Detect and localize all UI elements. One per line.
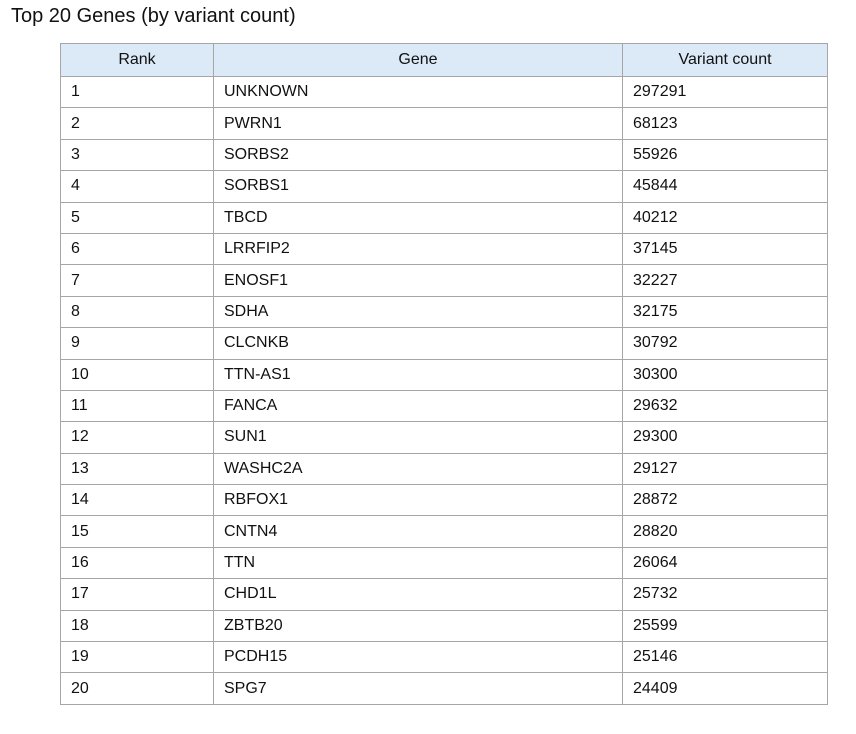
rank-cell: 1 <box>60 75 214 109</box>
column-header-gene: Gene <box>213 43 623 77</box>
table-row: 20 SPG7 24409 <box>60 672 828 705</box>
rank-cell: 7 <box>60 264 214 297</box>
table-row: 5 TBCD 40212 <box>60 201 828 234</box>
table-row: 2 PWRN1 68123 <box>60 107 828 140</box>
gene-cell: FANCA <box>213 389 623 423</box>
table-body: 1 UNKNOWN 297291 2 PWRN1 68123 3 SORBS2 55926 4 SO… <box>60 75 828 705</box>
gene-cell: SORBS1 <box>213 170 623 203</box>
table-row: 14 RBFOX1 28872 <box>60 484 828 517</box>
rank-cell: 11 <box>60 389 214 423</box>
gene-cell: SUN1 <box>213 421 623 454</box>
gene-cell: UNKNOWN <box>213 75 623 109</box>
gene-cell: CLCNKB <box>213 327 623 360</box>
table-row: 17 CHD1L 25732 <box>60 578 828 611</box>
gene-cell: PWRN1 <box>213 107 623 140</box>
variant-count-cell: 40212 <box>622 201 828 234</box>
header-row: Rank Gene Variant count <box>60 43 828 77</box>
gene-cell: SORBS2 <box>213 138 623 172</box>
variant-count-cell: 32175 <box>622 295 828 329</box>
table-row: 7 ENOSF1 32227 <box>60 264 828 297</box>
variant-count-cell: 29300 <box>622 421 828 454</box>
rank-cell: 19 <box>60 641 214 674</box>
variant-count-cell: 55926 <box>622 138 828 172</box>
gene-cell: LRRFIP2 <box>213 232 623 266</box>
table-row: 13 WASHC2A 29127 <box>60 452 828 486</box>
gene-cell: ZBTB20 <box>213 609 623 643</box>
variant-count-cell: 24409 <box>622 672 828 705</box>
rank-cell: 9 <box>60 327 214 360</box>
gene-cell: CNTN4 <box>213 515 623 548</box>
gene-cell: CHD1L <box>213 578 623 611</box>
rank-cell: 20 <box>60 672 214 705</box>
variant-count-cell: 68123 <box>622 107 828 140</box>
rank-cell: 3 <box>60 138 214 172</box>
rank-cell: 10 <box>60 358 214 391</box>
rank-cell: 14 <box>60 484 214 517</box>
gene-cell: SDHA <box>213 295 623 329</box>
variant-count-cell: 25732 <box>622 578 828 611</box>
table-row: 6 LRRFIP2 37145 <box>60 232 828 266</box>
rank-cell: 16 <box>60 546 214 580</box>
table-row: 9 CLCNKB 30792 <box>60 327 828 360</box>
rank-cell: 17 <box>60 578 214 611</box>
rank-cell: 8 <box>60 295 214 329</box>
variant-count-cell: 25599 <box>622 609 828 643</box>
variant-count-cell: 30300 <box>622 358 828 391</box>
gene-cell: SPG7 <box>213 672 623 705</box>
column-header-variant-count: Variant count <box>622 43 828 77</box>
table-title: Top 20 Genes (by variant count) <box>11 5 296 27</box>
table-row: 15 CNTN4 28820 <box>60 515 828 548</box>
variant-count-cell: 25146 <box>622 641 828 674</box>
table-row: 12 SUN1 29300 <box>60 421 828 454</box>
rank-cell: 12 <box>60 421 214 454</box>
column-header-rank: Rank <box>60 43 214 77</box>
variant-count-cell: 45844 <box>622 170 828 203</box>
rank-cell: 13 <box>60 452 214 486</box>
variant-count-cell: 30792 <box>622 327 828 360</box>
rank-cell: 15 <box>60 515 214 548</box>
rank-cell: 5 <box>60 201 214 234</box>
gene-cell: ENOSF1 <box>213 264 623 297</box>
table-row: 10 TTN-AS1 30300 <box>60 358 828 391</box>
rank-cell: 2 <box>60 107 214 140</box>
variant-count-cell: 297291 <box>622 75 828 109</box>
variant-count-cell: 32227 <box>622 264 828 297</box>
variant-count-cell: 28872 <box>622 484 828 517</box>
gene-cell: RBFOX1 <box>213 484 623 517</box>
genes-table: Rank Gene Variant count 1 UNKNOWN 297291 2 P… <box>60 43 828 705</box>
table-row: 8 SDHA 32175 <box>60 295 828 329</box>
gene-cell: PCDH15 <box>213 641 623 674</box>
variant-count-cell: 37145 <box>622 232 828 266</box>
gene-cell: TTN-AS1 <box>213 358 623 391</box>
gene-cell: TTN <box>213 546 623 580</box>
table-row: 1 UNKNOWN 297291 <box>60 75 828 109</box>
table-row: 4 SORBS1 45844 <box>60 170 828 203</box>
table-row: 16 TTN 26064 <box>60 546 828 580</box>
gene-cell: TBCD <box>213 201 623 234</box>
gene-cell: WASHC2A <box>213 452 623 486</box>
table-row: 11 FANCA 29632 <box>60 389 828 423</box>
table-row: 19 PCDH15 25146 <box>60 641 828 674</box>
table-row: 3 SORBS2 55926 <box>60 138 828 172</box>
variant-count-cell: 29127 <box>622 452 828 486</box>
rank-cell: 4 <box>60 170 214 203</box>
variant-count-cell: 29632 <box>622 389 828 423</box>
variant-count-cell: 28820 <box>622 515 828 548</box>
table-row: 18 ZBTB20 25599 <box>60 609 828 643</box>
variant-count-cell: 26064 <box>622 546 828 580</box>
rank-cell: 6 <box>60 232 214 266</box>
rank-cell: 18 <box>60 609 214 643</box>
